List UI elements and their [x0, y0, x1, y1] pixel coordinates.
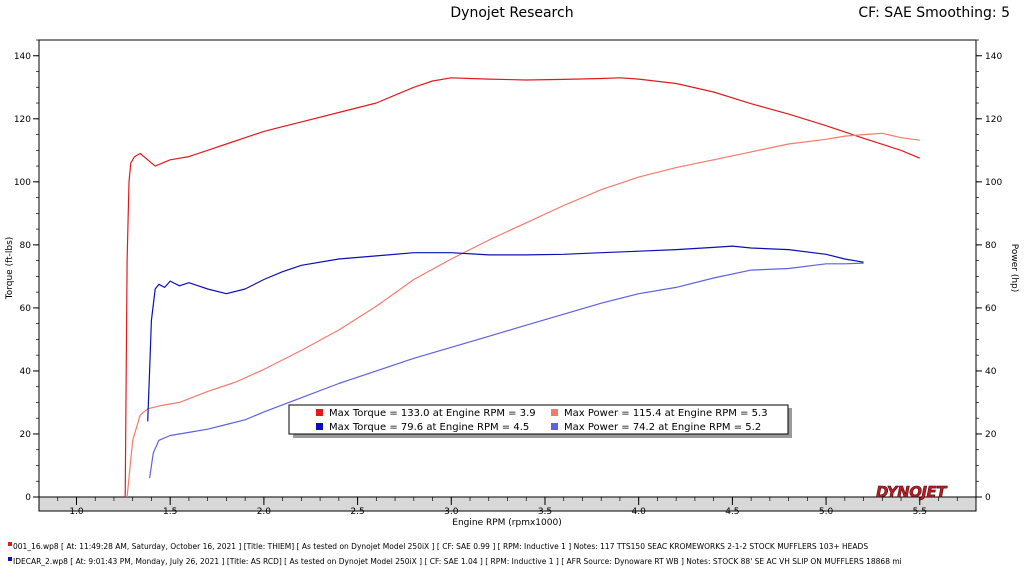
legend-swatch [551, 423, 558, 430]
y-tick-label-right: 120 [985, 115, 1002, 125]
y-tick-label-right: 60 [985, 304, 997, 314]
run-info-2: IDECAR_2.wp8 [ At: 9:01:43 PM, Monday, J… [8, 557, 902, 566]
chart-title: Dynojet Research [450, 5, 574, 21]
y-tick-label-left: 40 [20, 367, 32, 377]
run-color-swatch [8, 557, 12, 561]
x-tick-label: 2.5 [350, 507, 364, 517]
y-tick-label-left: 20 [20, 430, 32, 440]
y-tick-label-left: 100 [14, 178, 31, 188]
x-axis-label: Engine RPM (rpmx1000) [452, 518, 561, 528]
x-axis: 1.0 1.5 2.0 2.5 3.0 3.5 4.0 4.5 5.0 5.5 [38, 497, 977, 517]
legend-swatch [551, 409, 558, 416]
x-tick-label: 5.5 [913, 507, 927, 517]
legend-label: Max Torque = 79.6 at Engine RPM = 4.5 [329, 422, 529, 433]
series-line-torque1 [124, 77, 921, 498]
correction-factor-label: CF: SAE Smoothing: 5 [858, 5, 1010, 21]
x-tick-label: 2.0 [257, 507, 272, 517]
y-tick-label-right: 80 [985, 241, 997, 251]
y-axis-label-right: Power (hp) [1009, 244, 1019, 293]
y-tick-label-right: 140 [985, 52, 1002, 62]
x-tick-label: 3.0 [444, 507, 459, 517]
y-tick-label-left: 120 [14, 115, 31, 125]
y-tick-label-left: 140 [14, 52, 31, 62]
series-line-power1 [126, 132, 920, 498]
run-color-swatch [8, 542, 12, 546]
y-tick-label-left: 80 [20, 241, 32, 251]
x-tick-label: 1.0 [69, 507, 84, 517]
run-info-text: IDECAR_2.wp8 [ At: 9:01:43 PM, Monday, J… [13, 557, 902, 566]
legend-label: Max Power = 115.4 at Engine RPM = 5.3 [564, 408, 768, 419]
y-tick-label-right: 40 [985, 367, 997, 377]
x-tick-label: 1.5 [163, 507, 177, 517]
series-layer [124, 77, 921, 498]
legend: Max Torque = 133.0 at Engine RPM = 3.9 M… [288, 404, 792, 438]
y-axis-right: 0 20 40 60 80 100 120 140 [976, 39, 1002, 503]
legend-label: Max Torque = 133.0 at Engine RPM = 3.9 [329, 408, 536, 419]
y-tick-label-right: 0 [985, 493, 991, 503]
dynojet-logo: DYNOJET [876, 483, 948, 501]
legend-label: Max Power = 74.2 at Engine RPM = 5.2 [564, 422, 761, 433]
x-tick-label: 4.0 [632, 507, 647, 517]
y-tick-label-left: 0 [25, 493, 31, 503]
y-tick-label-right: 100 [985, 178, 1002, 188]
y-tick-label-left: 60 [20, 304, 32, 314]
legend-swatch [316, 423, 323, 430]
y-tick-label-right: 20 [985, 430, 997, 440]
series-line-torque2 [147, 245, 864, 422]
x-tick-label: 3.5 [538, 507, 552, 517]
legend-box [288, 404, 789, 435]
x-tick-label: 4.5 [725, 507, 739, 517]
y-axis-left: 0 20 40 60 80 100 120 140 [14, 39, 39, 503]
x-tick-label: 5.0 [819, 507, 834, 517]
series-line-power2 [149, 262, 864, 479]
legend-swatch [316, 409, 323, 416]
run-info-text: 001_16.wp8 [ At: 11:49:28 AM, Saturday, … [13, 542, 869, 551]
y-axis-label-left: Torque (ft-lbs) [5, 237, 15, 301]
run-info-1: 001_16.wp8 [ At: 11:49:28 AM, Saturday, … [8, 542, 868, 551]
